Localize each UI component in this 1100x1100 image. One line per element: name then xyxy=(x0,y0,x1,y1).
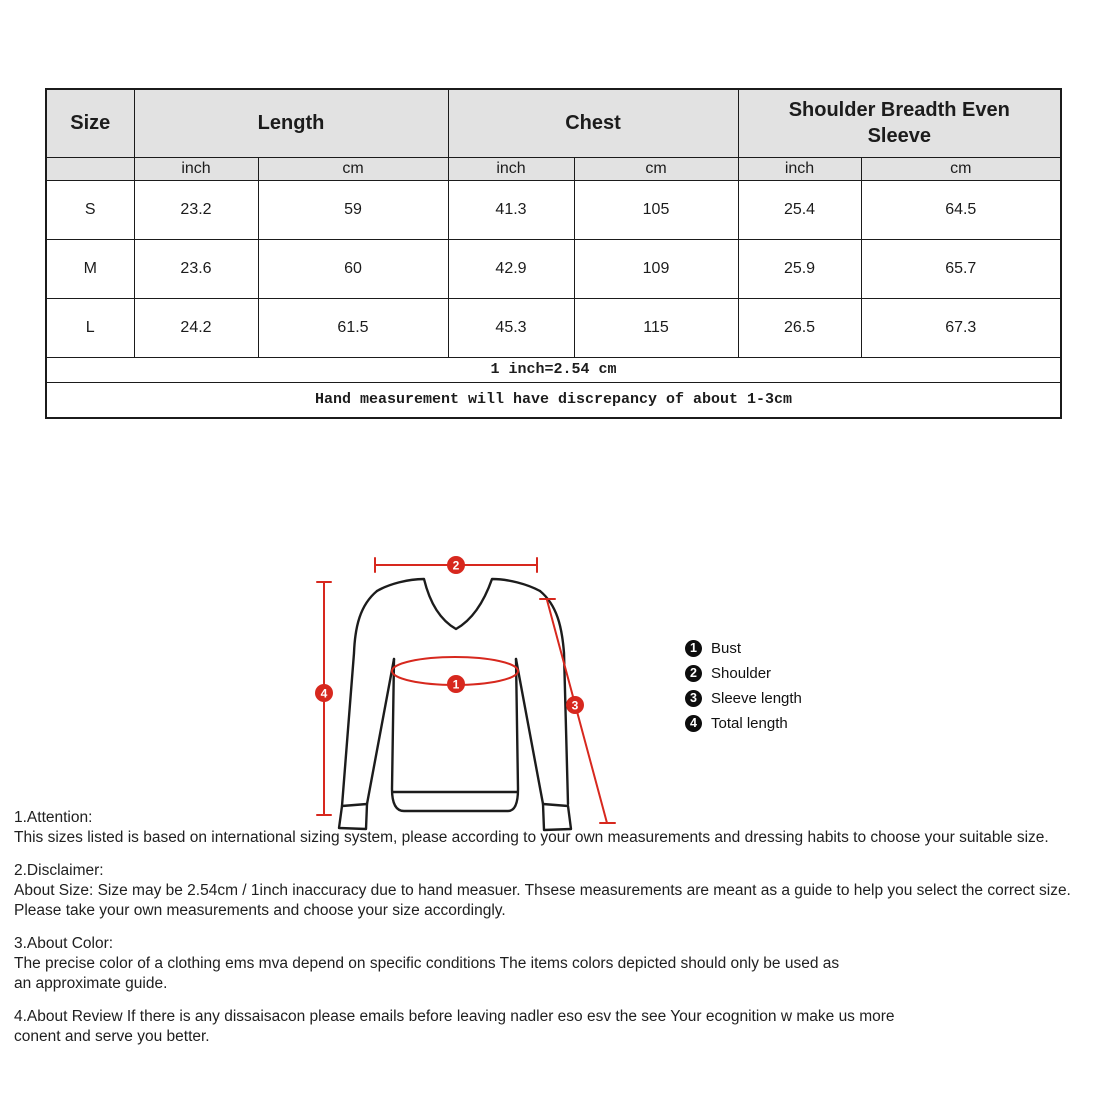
value-cell: 23.2 xyxy=(133,179,259,240)
measurement-legend: 1 Bust 2 Shoulder 3 Sleeve length 4 Tota… xyxy=(685,636,802,736)
value-cell: 60 xyxy=(257,238,449,299)
section-line: 4.About Review If there is any dissaisac… xyxy=(14,1008,895,1025)
unit-cell: cm xyxy=(257,156,449,181)
marker-shoulder-icon xyxy=(447,556,465,574)
table-header-row: Size Length Chest Shoulder Breadth Even … xyxy=(45,88,1062,158)
unit-cell: inch xyxy=(133,156,259,181)
attention-section: 1.Attention: This sizes listed is based … xyxy=(14,808,1096,848)
marker-sleeve-icon xyxy=(566,696,584,714)
value-cell: 23.6 xyxy=(133,238,259,299)
section-heading: 2.Disclaimer: xyxy=(14,862,104,879)
table-note-row: 1 inch=2.54 cm xyxy=(45,356,1062,383)
legend-bullet-4-icon: 4 xyxy=(685,715,702,732)
section-heading: 3.About Color: xyxy=(14,935,114,952)
value-cell: 25.4 xyxy=(737,179,862,240)
value-cell: 59 xyxy=(257,179,449,240)
header-length: Length xyxy=(133,88,449,158)
section-line: This sizes listed is based on internatio… xyxy=(14,829,1049,846)
value-cell: 41.3 xyxy=(447,179,575,240)
value-cell: 24.2 xyxy=(133,297,259,358)
marker-total-length-icon xyxy=(315,684,333,702)
sweater-measurement-diagram: 2 4 1 3 xyxy=(315,556,616,832)
table-note-row: Hand measurement will have discrepancy o… xyxy=(45,381,1062,419)
legend-item-sleeve-length: 3 Sleeve length xyxy=(685,686,802,711)
value-cell: 109 xyxy=(573,238,739,299)
legend-item-bust: 1 Bust xyxy=(685,636,802,661)
legend-label: Sleeve length xyxy=(711,690,802,707)
value-cell: 105 xyxy=(573,179,739,240)
marker-bust-number: 1 xyxy=(453,678,460,692)
unit-cell: inch xyxy=(447,156,575,181)
about-review-section: 4.About Review If there is any dissaisac… xyxy=(14,1007,1096,1047)
unit-cell: inch xyxy=(737,156,862,181)
size-cell: M xyxy=(45,238,135,299)
measurement-discrepancy-note: Hand measurement will have discrepancy o… xyxy=(45,381,1062,419)
section-line: The precise color of a clothing ems mva … xyxy=(14,955,840,972)
legend-label: Total length xyxy=(711,715,788,732)
value-cell: 45.3 xyxy=(447,297,575,358)
value-cell: 25.9 xyxy=(737,238,862,299)
section-line: conent and serve you better. xyxy=(14,1028,210,1045)
size-cell: S xyxy=(45,179,135,240)
unit-cell: cm xyxy=(860,156,1062,181)
legend-item-shoulder: 2 Shoulder xyxy=(685,661,802,686)
section-heading: 1.Attention: xyxy=(14,809,93,826)
legend-bullet-1-icon: 1 xyxy=(685,640,702,657)
table-row: S 23.2 59 41.3 105 25.4 64.5 xyxy=(45,179,1062,240)
inch-conversion-note: 1 inch=2.54 cm xyxy=(45,356,1062,383)
value-cell: 61.5 xyxy=(257,297,449,358)
size-table: Size Length Chest Shoulder Breadth Even … xyxy=(45,88,1063,419)
header-size: Size xyxy=(45,88,135,158)
size-cell: L xyxy=(45,297,135,358)
header-shoulder: Shoulder Breadth Even Sleeve xyxy=(737,88,1062,158)
measurement-lines xyxy=(316,557,616,824)
value-cell: 67.3 xyxy=(860,297,1062,358)
sweater-outline xyxy=(337,577,573,832)
marker-bust-icon xyxy=(447,675,465,693)
marker-shoulder-number: 2 xyxy=(453,559,460,573)
disclaimer-section: 2.Disclaimer: About Size: Size may be 2.… xyxy=(14,861,1096,921)
value-cell: 26.5 xyxy=(737,297,862,358)
legend-label: Shoulder xyxy=(711,665,772,682)
unit-cell: cm xyxy=(573,156,739,181)
legend-label: Bust xyxy=(711,640,742,657)
legend-item-total-length: 4 Total length xyxy=(685,711,802,736)
section-line: an approximate guide. xyxy=(14,975,168,992)
table-row: L 24.2 61.5 45.3 115 26.5 67.3 xyxy=(45,297,1062,358)
header-chest: Chest xyxy=(447,88,739,158)
section-line: About Size: Size may be 2.54cm / 1inch i… xyxy=(14,882,1071,899)
value-cell: 64.5 xyxy=(860,179,1062,240)
value-cell: 115 xyxy=(573,297,739,358)
legend-bullet-2-icon: 2 xyxy=(685,665,702,682)
about-color-section: 3.About Color: The precise color of a cl… xyxy=(14,934,1096,994)
marker-total-length-number: 4 xyxy=(321,687,328,701)
table-unit-row: inch cm inch cm inch cm xyxy=(45,156,1062,181)
notes-text-block: 1.Attention: This sizes listed is based … xyxy=(14,808,1096,1060)
value-cell: 65.7 xyxy=(860,238,1062,299)
legend-bullet-3-icon: 3 xyxy=(685,690,702,707)
unit-cell xyxy=(45,156,135,181)
marker-sleeve-number: 3 xyxy=(572,699,579,713)
table-row: M 23.6 60 42.9 109 25.9 65.7 xyxy=(45,238,1062,299)
value-cell: 42.9 xyxy=(447,238,575,299)
section-line: Please take your own measurements and ch… xyxy=(14,902,506,919)
